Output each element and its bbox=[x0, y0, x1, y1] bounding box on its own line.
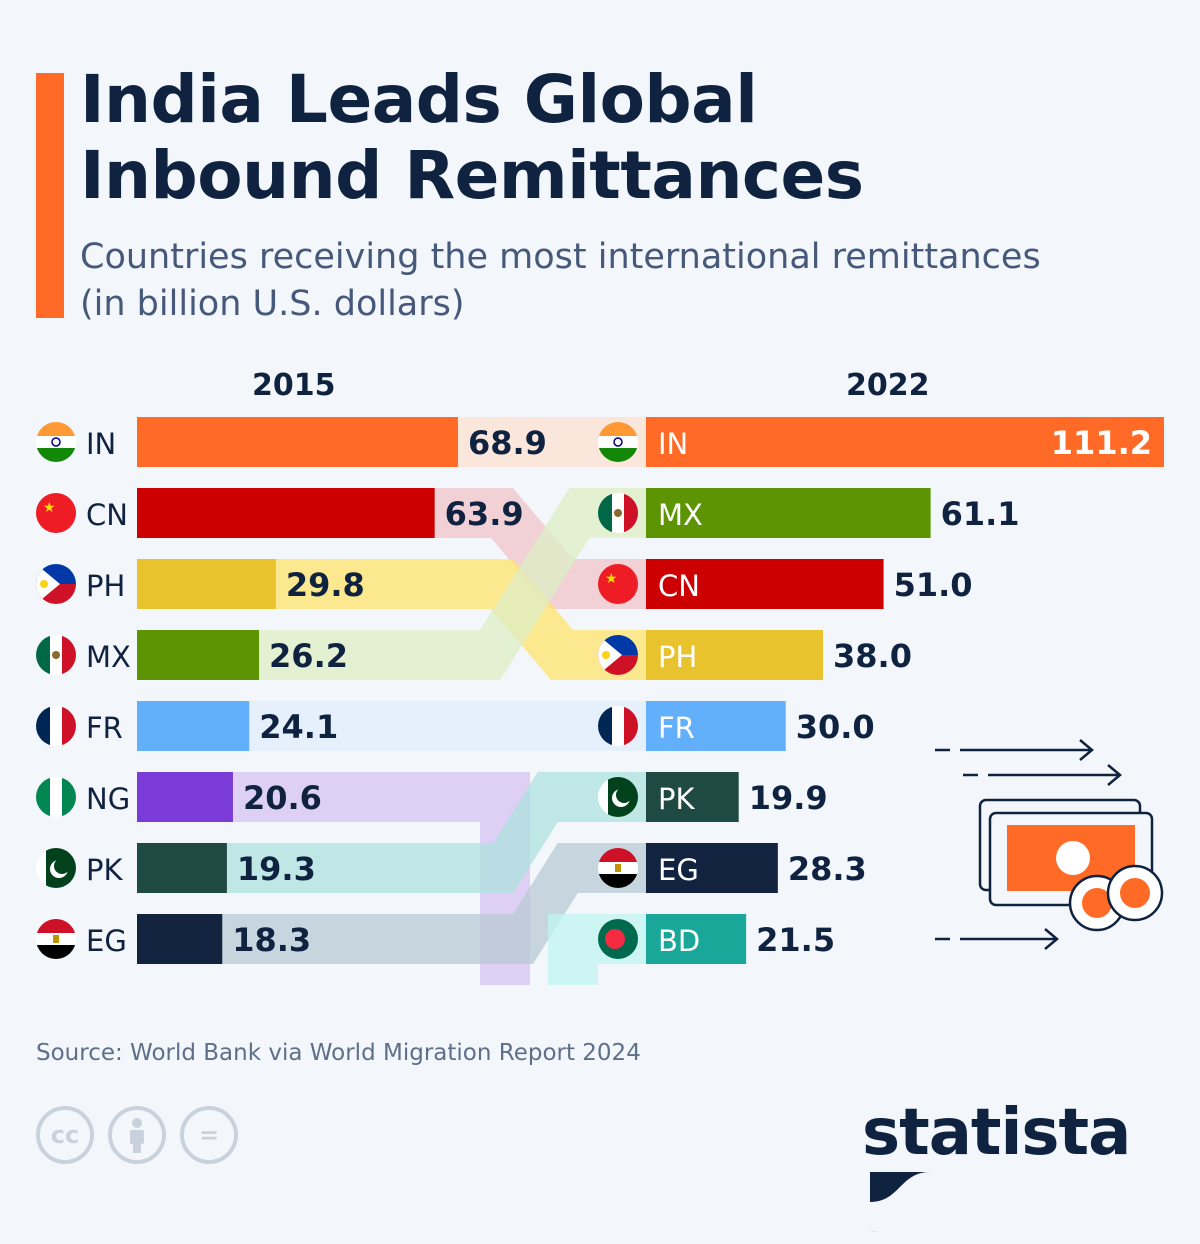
statista-logo[interactable]: statista bbox=[862, 1096, 1200, 1244]
value-label-2022-pk: 19.9 bbox=[749, 779, 828, 817]
subtitle-line-2: (in billion U.S. dollars) bbox=[80, 284, 465, 324]
subtitle-line-1: Countries receiving the most internation… bbox=[80, 237, 1041, 277]
year-label-2022: 2022 bbox=[846, 368, 930, 403]
country-label-2015-mx: MX bbox=[86, 640, 131, 674]
page-title: India Leads Global Inbound Remittances bbox=[80, 62, 864, 214]
value-label-2015-in: 68.9 bbox=[468, 424, 547, 462]
country-label-2015-eg: EG bbox=[86, 924, 127, 958]
flow-band-pk bbox=[137, 772, 646, 893]
value-label-2015-ph: 29.8 bbox=[286, 566, 365, 604]
value-label-2015-pk: 19.3 bbox=[237, 850, 316, 888]
bar-2022-eg bbox=[646, 843, 778, 893]
year-label-2015: 2015 bbox=[252, 368, 336, 403]
flag-cn-icon: ★ bbox=[36, 493, 76, 533]
bar-2015-cn bbox=[137, 488, 435, 538]
flag-eg-icon bbox=[598, 848, 638, 888]
bar-2022-mx bbox=[646, 488, 931, 538]
value-label-2022-cn: 51.0 bbox=[894, 566, 973, 604]
attribution-icon[interactable] bbox=[108, 1106, 166, 1164]
no-derivatives-icon[interactable]: = bbox=[180, 1106, 238, 1164]
country-label-2015-fr: FR bbox=[86, 711, 123, 745]
flow-band-mx bbox=[137, 488, 646, 680]
bar-2015-eg bbox=[137, 914, 223, 964]
bar-2022-bd bbox=[646, 914, 747, 964]
subtitle: Countries receiving the most internation… bbox=[80, 234, 1041, 328]
country-label-2022-in: IN bbox=[658, 427, 688, 461]
country-label-2015-ph: PH bbox=[86, 569, 125, 603]
value-label-2022-mx: 61.1 bbox=[941, 495, 1020, 533]
flow-band-eg bbox=[137, 843, 646, 964]
country-label-2022-mx: MX bbox=[658, 498, 703, 532]
bar-2022-cn bbox=[646, 559, 884, 609]
value-label-2015-cn: 63.9 bbox=[445, 495, 524, 533]
value-label-2015-eg: 18.3 bbox=[232, 921, 311, 959]
bar-2015-in bbox=[137, 417, 458, 467]
value-label-2022-ph: 38.0 bbox=[833, 637, 912, 675]
svg-text:★: ★ bbox=[43, 500, 56, 516]
bar-2015-ph bbox=[137, 559, 276, 609]
title-line-2: Inbound Remittances bbox=[80, 137, 864, 214]
bar-2015-fr bbox=[137, 701, 250, 751]
flag-cn-icon: ★ bbox=[598, 564, 638, 604]
country-label-2022-fr: FR bbox=[658, 711, 695, 745]
country-label-2022-ph: PH bbox=[658, 640, 697, 674]
bar-2022-ph bbox=[646, 630, 824, 680]
accent-bar bbox=[36, 73, 64, 318]
source-note: Source: World Bank via World Migration R… bbox=[36, 1040, 641, 1066]
value-label-2022-in: 111.2 bbox=[1051, 424, 1152, 462]
flag-ph-icon bbox=[36, 564, 76, 604]
chart: 68.9 IN 63.9 ★ CN 29.8 PH 26.2 MX 24.1 FR 20.6 NG 19.… bbox=[36, 417, 1164, 985]
country-label-2015-in: IN bbox=[86, 427, 116, 461]
cc-icon[interactable]: cc bbox=[36, 1106, 94, 1164]
bar-2022-fr bbox=[646, 701, 786, 751]
country-label-2022-bd: BD bbox=[658, 924, 700, 958]
statista-logo-mark bbox=[870, 1172, 930, 1232]
country-label-2022-pk: PK bbox=[658, 782, 695, 816]
flag-in-icon bbox=[36, 422, 76, 462]
value-label-2015-mx: 26.2 bbox=[269, 637, 348, 675]
money-transfer-icon bbox=[935, 739, 1164, 932]
country-label-2022-eg: EG bbox=[658, 853, 699, 887]
bar-2015-ng bbox=[137, 772, 233, 822]
bar-2015-mx bbox=[137, 630, 260, 680]
title-line-1: India Leads Global bbox=[80, 61, 758, 138]
flag-pk-icon bbox=[598, 777, 638, 817]
country-label-2015-pk: PK bbox=[86, 853, 123, 887]
flag-mx-icon bbox=[36, 635, 76, 675]
bar-2022-in bbox=[646, 417, 1164, 467]
flag-ph-icon bbox=[598, 635, 638, 675]
country-label-2015-cn: CN bbox=[86, 498, 128, 532]
value-label-2022-eg: 28.3 bbox=[788, 850, 867, 888]
flag-bd-icon bbox=[598, 919, 638, 959]
flag-fr-icon bbox=[36, 706, 76, 746]
arrow-icon bbox=[935, 928, 1059, 950]
flag-fr-icon bbox=[598, 706, 638, 746]
flag-mx-icon bbox=[598, 493, 638, 533]
bar-2015-pk bbox=[137, 843, 227, 893]
value-label-2022-bd: 21.5 bbox=[756, 921, 835, 959]
flag-pk-icon bbox=[36, 848, 76, 888]
bar-2022-pk bbox=[646, 772, 739, 822]
value-label-2022-fr: 30.0 bbox=[796, 708, 875, 746]
value-label-2015-fr: 24.1 bbox=[259, 708, 338, 746]
value-label-2015-ng: 20.6 bbox=[243, 779, 322, 817]
flow-band-fr bbox=[137, 701, 646, 751]
flag-ng-icon bbox=[36, 777, 76, 817]
svg-text:★: ★ bbox=[605, 571, 618, 587]
flag-in-icon bbox=[598, 422, 638, 462]
flag-eg-icon bbox=[36, 919, 76, 959]
logo-text: statista bbox=[862, 1096, 1131, 1170]
country-label-2015-ng: NG bbox=[86, 782, 130, 816]
country-label-2022-cn: CN bbox=[658, 569, 700, 603]
